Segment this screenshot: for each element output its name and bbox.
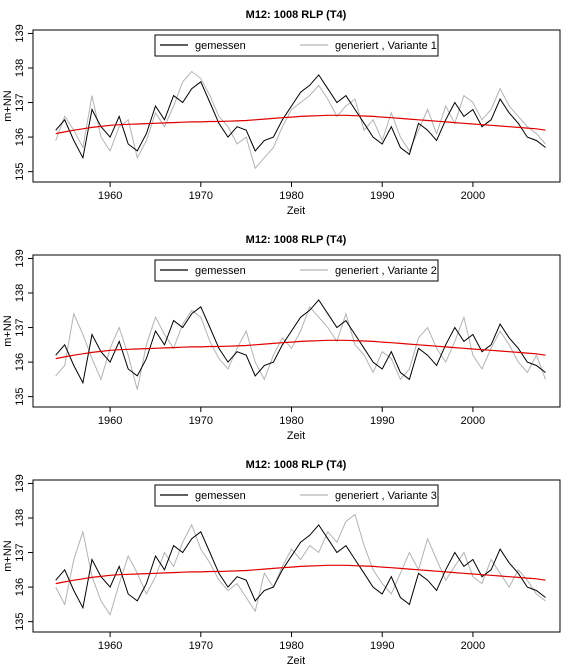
- y-tick-label: 137: [14, 318, 26, 336]
- x-tick-label: 1980: [279, 190, 303, 202]
- trend-line: [55, 339, 546, 360]
- plot-frame: [32, 479, 561, 633]
- y-tick-label: 137: [14, 93, 26, 111]
- panel: M12: 1008 RLP (T4) Zeit m+NN 1960 1970 1980 19…: [2, 9, 561, 217]
- y-tick-label: 138: [14, 509, 26, 527]
- y-tick-label: 138: [14, 59, 26, 77]
- chart-title: M12: 1008 RLP (T4): [246, 9, 347, 21]
- x-tick-label: 1990: [370, 640, 394, 652]
- legend-label: gemessen: [195, 40, 246, 52]
- chart-title: M12: 1008 RLP (T4): [246, 234, 347, 246]
- generated-line: [55, 305, 546, 390]
- y-tick-label: 139: [14, 474, 26, 492]
- legend-label: gemessen: [195, 265, 246, 277]
- x-tick-label: 1990: [370, 190, 394, 202]
- x-tick-label: 2000: [461, 190, 485, 202]
- legend-label: generiert , Variante 3: [335, 490, 437, 502]
- plot-frame: [32, 29, 561, 183]
- chart-title: M12: 1008 RLP (T4): [246, 459, 347, 471]
- legend-box: [154, 259, 439, 282]
- x-tick-label: 1960: [98, 190, 122, 202]
- trend-line: [55, 114, 546, 135]
- x-axis-label: Zeit: [287, 430, 305, 442]
- x-tick-label: 1970: [189, 640, 213, 652]
- y-tick-label: 136: [14, 353, 26, 371]
- legend-box: [154, 484, 439, 507]
- y-tick-label: 138: [14, 284, 26, 302]
- legend-label: generiert , Variante 1: [335, 40, 437, 52]
- x-tick-label: 1980: [279, 415, 303, 427]
- y-tick-label: 135: [14, 387, 26, 405]
- y-tick-label: 136: [14, 128, 26, 146]
- generated-line: [55, 70, 546, 170]
- y-axis-label: m+NN: [2, 90, 14, 122]
- y-tick-label: 139: [14, 24, 26, 42]
- x-tick-label: 1960: [98, 640, 122, 652]
- legend-label: gemessen: [195, 490, 246, 502]
- x-axis-label: Zeit: [287, 655, 305, 667]
- x-tick-label: 1980: [279, 640, 303, 652]
- y-axis-label: m+NN: [2, 315, 14, 347]
- x-tick-label: 1960: [98, 415, 122, 427]
- panel: M12: 1008 RLP (T4) Zeit m+NN 1960 1970 1980 19…: [2, 459, 561, 667]
- y-tick-label: 136: [14, 578, 26, 596]
- x-tick-label: 2000: [461, 415, 485, 427]
- legend-label: generiert , Variante 2: [335, 265, 437, 277]
- x-tick-label: 1970: [189, 190, 213, 202]
- measured-line: [55, 74, 546, 160]
- y-axis-label: m+NN: [2, 540, 14, 572]
- y-tick-label: 135: [14, 162, 26, 180]
- y-tick-label: 139: [14, 249, 26, 267]
- measured-line: [55, 524, 546, 610]
- generated-line: [55, 513, 546, 616]
- measured-line: [55, 299, 546, 385]
- x-tick-label: 1990: [370, 415, 394, 427]
- plot-frame: [32, 254, 561, 408]
- x-tick-label: 2000: [461, 640, 485, 652]
- y-tick-label: 137: [14, 543, 26, 561]
- y-tick-label: 135: [14, 612, 26, 630]
- x-axis-label: Zeit: [287, 205, 305, 217]
- x-tick-label: 1970: [189, 415, 213, 427]
- panel: M12: 1008 RLP (T4) Zeit m+NN 1960 1970 1980 19…: [2, 234, 561, 442]
- trend-line: [55, 564, 546, 585]
- legend-box: [154, 34, 439, 57]
